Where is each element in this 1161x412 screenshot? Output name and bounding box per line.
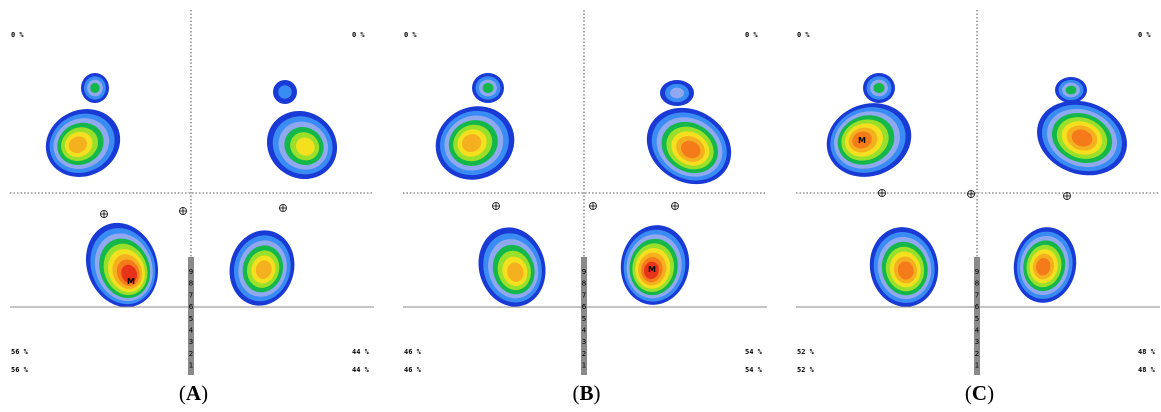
bottom-left-percent-2: 46 % (404, 366, 421, 374)
bottom-right-percent: 54 % (745, 348, 762, 356)
cop-marker-icon (589, 202, 597, 210)
max-pressure-marker: M (858, 136, 866, 145)
pressure-contour-level (278, 85, 292, 99)
cop-marker-icon (100, 210, 108, 218)
top-right-percent: 0 % (1138, 31, 1151, 39)
scale-digit: 4 (189, 327, 194, 335)
pressure-contour-level (255, 260, 272, 279)
scale-digit: 1 (189, 362, 193, 370)
panel-letter: B (579, 381, 594, 405)
contour-layer: M (826, 73, 1127, 307)
pressure-contour-level (873, 82, 885, 94)
scale-digit: 8 (582, 280, 586, 288)
axes-layer: 9 8 7 6 5 4 3 2 1 (403, 10, 767, 375)
scale-bar (974, 257, 980, 375)
max-pressure-marker: M (648, 265, 656, 274)
axes-layer: 9 8 7 6 5 4 3 2 1 (796, 10, 1160, 375)
scale-digit: 1 (582, 362, 586, 370)
top-left-percent: 0 % (11, 31, 24, 39)
scale-digit: 8 (189, 280, 193, 288)
scale-digit: 4 (582, 327, 587, 335)
cop-marker-icon (179, 207, 187, 215)
bottom-left-percent-2: 52 % (797, 366, 814, 374)
pressure-contour-level (1036, 258, 1051, 276)
pressure-contour-level (68, 136, 87, 154)
pressure-contour-level (897, 261, 914, 280)
scale-digit: 8 (975, 280, 979, 288)
pressure-contour-level (681, 140, 701, 159)
bottom-right-percent: 48 % (1138, 348, 1155, 356)
bottom-left-percent: 52 % (797, 348, 814, 356)
pressure-contour-level (852, 131, 872, 149)
scale-digit: 7 (975, 291, 979, 299)
contour-layer: M (45, 73, 338, 308)
panel-letter: C (971, 381, 988, 405)
pressure-map-svg: M 9 8 7 6 5 4 3 2 1 (796, 10, 1160, 375)
max-pressure-marker: M (127, 277, 135, 286)
top-right-percent: 0 % (352, 31, 365, 39)
scale-digit: 5 (582, 315, 586, 323)
scale-digit: 4 (975, 327, 980, 335)
pressure-contour-level (1065, 85, 1077, 95)
scale-digit: 7 (189, 291, 193, 299)
scale-digit: 3 (582, 338, 586, 346)
cop-marker-icon (671, 202, 679, 210)
scale-digit: 5 (975, 315, 979, 323)
bottom-right-percent-2: 54 % (745, 366, 762, 374)
pressure-contour-level (295, 137, 315, 156)
scale-digit: 6 (189, 303, 194, 311)
top-left-percent: 0 % (404, 31, 417, 39)
top-left-percent: 0 % (797, 31, 810, 39)
cop-marker-icon (492, 202, 500, 210)
bottom-left-percent: 46 % (404, 348, 421, 356)
scale-digit: 9 (189, 268, 193, 276)
scale-digit: 3 (975, 338, 979, 346)
pressure-contour-level (643, 261, 659, 280)
scale-digit: 1 (975, 362, 979, 370)
scale-digit: 2 (582, 350, 586, 358)
pressure-contour-level (1071, 129, 1093, 147)
bottom-right-percent-2: 44 % (352, 366, 369, 374)
bottom-right-percent: 44 % (352, 348, 369, 356)
scale-digit: 9 (975, 268, 979, 276)
scale-digit: 6 (975, 303, 980, 311)
cop-marker-icon (967, 190, 975, 198)
bottom-right-percent-2: 48 % (1138, 366, 1155, 374)
scale-digit: 2 (975, 350, 979, 358)
pressure-map-svg: M 9 8 7 6 5 4 3 2 1 (10, 10, 374, 375)
axes-layer: 9 8 7 6 5 4 3 2 1 (10, 10, 374, 375)
scale-bar (188, 257, 194, 375)
pressure-contour-level (90, 82, 100, 94)
pressure-contour-level (669, 87, 685, 99)
panel-caption: (A) (178, 381, 209, 405)
bottom-left-percent-2: 56 % (11, 366, 28, 374)
panel-caption: (B) (572, 381, 601, 405)
scale-bar (581, 257, 587, 375)
scale-digit: 7 (582, 291, 586, 299)
contour-layer: M (435, 73, 732, 307)
bottom-left-percent: 56 % (11, 348, 28, 356)
scale-digit: 6 (582, 303, 587, 311)
scale-digit: 5 (189, 315, 193, 323)
pressure-map-svg: M 9 8 7 6 5 4 3 2 1 (403, 10, 767, 375)
scale-digit: 3 (189, 338, 193, 346)
cop-marker-icon (878, 189, 886, 197)
scale-digit: 9 (582, 268, 586, 276)
top-right-percent: 0 % (745, 31, 758, 39)
cop-marker-icon (279, 204, 287, 212)
panel-caption: (C) (964, 381, 995, 405)
cop-marker-icon (1063, 192, 1071, 200)
pressure-contour-level (121, 264, 137, 284)
pressure-contour-level (461, 133, 482, 153)
panel-letter: A (185, 381, 202, 405)
pressure-contour-level (482, 82, 494, 94)
pressure-contour-level (507, 262, 524, 282)
scale-digit: 2 (189, 350, 193, 358)
